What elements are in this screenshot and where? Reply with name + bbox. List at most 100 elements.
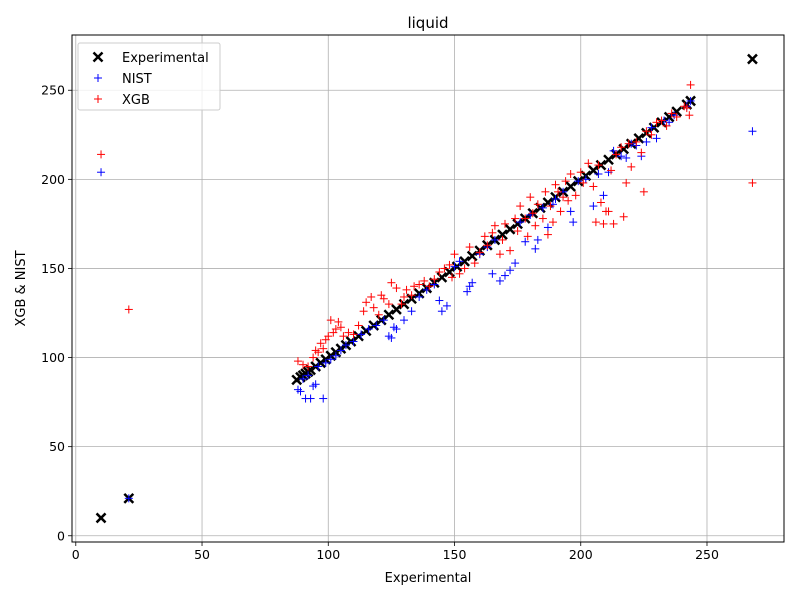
xgb-point [392,284,401,293]
xgb-point [533,200,542,209]
x-tick-label: 200 [569,547,593,562]
xgb-point [617,143,626,152]
xgb-point [607,166,616,175]
x-tick-label: 100 [316,547,340,562]
xgb-point [293,357,302,366]
nist-point [450,262,459,271]
xgb-point [339,332,348,341]
nist-point [531,244,540,253]
nist-point [543,223,552,232]
experimental-point [391,304,402,315]
nist-point [392,325,401,334]
nist-point [686,96,695,105]
xgb-point [369,303,378,312]
xgb-point [652,118,661,127]
xgb-point [506,246,515,255]
xgb-point [516,202,525,211]
nist-point [506,266,515,275]
xgb-point [465,243,474,252]
y-tick-label: 150 [41,261,65,276]
nist-point [379,316,388,325]
experimental-point [497,229,508,240]
xgb-point [124,305,133,314]
experimental-point [95,512,107,524]
legend-marker-experimental [92,51,104,63]
xgb-point [299,360,308,369]
experimental-point [504,223,516,235]
xgb-point [362,298,371,307]
nist-point [617,152,626,161]
xgb-point [619,212,628,221]
nist-point [551,194,560,203]
nist-point [521,237,530,246]
x-tick-label: 0 [72,547,80,562]
xgb-point [594,161,603,170]
xgb-point [490,221,499,230]
xgb-point [564,196,573,205]
y-tick-label: 0 [57,528,65,543]
xgb-point [359,307,368,316]
nist-point [435,296,444,305]
xgb-point [642,127,651,136]
xgb-point [662,121,671,130]
xgb-point [367,292,376,301]
legend: Experimental NIST XGB [77,42,221,111]
xgb-point [584,159,593,168]
xgb-point [609,219,618,228]
xgb-point [551,180,560,189]
experimental-point [587,165,599,176]
xgb-point [354,321,363,330]
x-tick-label: 150 [443,547,467,562]
xgb-point [400,292,409,301]
y-tick-label: 100 [41,350,65,365]
nist-point [357,330,366,339]
xgb-point [460,264,469,273]
xgb-point [672,112,681,121]
legend-box [77,42,221,111]
xgb-point [334,317,343,326]
nist-point [437,307,446,316]
xgb-point [556,207,565,216]
nist-point [336,346,345,355]
nist-point [538,203,547,212]
xgb-point [397,300,406,309]
nist-point [495,276,504,285]
xgb-point [748,178,757,187]
nist-point [574,177,583,186]
xgb-point [686,80,695,89]
xgb-point [326,316,335,325]
x-tick-label: 50 [194,547,210,562]
nist-point [599,191,608,200]
nist-point [488,269,497,278]
xgb-point [632,137,641,146]
xgb-point [559,193,568,202]
nist-point [387,333,396,342]
xgb-point [344,328,353,337]
plot-frame [71,34,785,543]
xgb-point [637,148,646,157]
xgb-point [488,228,497,237]
nist-point [304,371,313,380]
nist-point [97,168,106,177]
xgb-point [554,187,563,196]
xgb-point [501,219,510,228]
nist-point [314,362,323,371]
xgb-point [314,348,323,357]
xgb-point [599,219,608,228]
xgb-point [331,325,340,334]
experimental-point [459,255,470,267]
xgb-point [374,310,383,319]
xgb-point [440,264,449,273]
nist-point [652,134,661,143]
xgb-point [324,332,333,341]
x-tick-label: 250 [695,547,719,562]
nist-point [349,337,358,346]
xgb-point [523,232,532,241]
xgb-point [589,182,598,191]
xgb-point [576,168,585,177]
xgb-point [455,269,464,278]
nist-point [516,218,525,227]
nist-point [642,137,651,146]
legend-label-experimental: Experimental [122,51,209,66]
